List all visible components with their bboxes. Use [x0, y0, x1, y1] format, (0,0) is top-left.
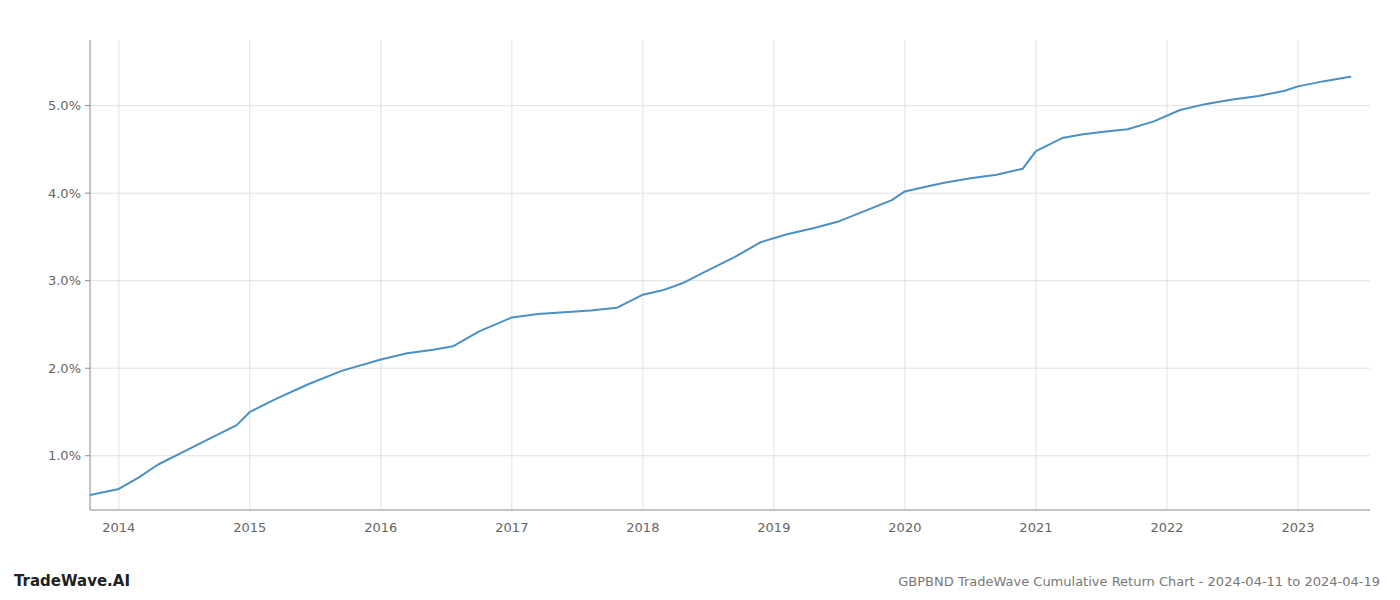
y-grid-line	[90, 368, 1370, 369]
y-grid-line	[90, 105, 1370, 106]
y-tick	[85, 455, 90, 456]
y-tick-label: 1.0%	[48, 448, 81, 463]
x-tick-label: 2016	[364, 520, 397, 535]
y-tick-label: 4.0%	[48, 186, 81, 201]
y-tick	[85, 193, 90, 194]
y-tick-label: 2.0%	[48, 361, 81, 376]
y-tick-label: 5.0%	[48, 98, 81, 113]
x-axis-line	[90, 510, 1370, 511]
x-tick-label: 2018	[626, 520, 659, 535]
title: GBPBND TradeWave Cumulative Return Chart…	[898, 574, 1380, 589]
x-grid-line	[904, 40, 905, 510]
y-grid-line	[90, 193, 1370, 194]
x-grid-line	[1035, 40, 1036, 510]
x-tick-label: 2022	[1150, 520, 1183, 535]
y-tick-label: 3.0%	[48, 273, 81, 288]
x-tick-label: 2017	[495, 520, 528, 535]
x-grid-line	[249, 40, 250, 510]
y-axis-line	[90, 40, 91, 510]
y-tick	[85, 368, 90, 369]
y-tick	[85, 280, 90, 281]
x-grid-line	[511, 40, 512, 510]
x-tick-label: 2019	[757, 520, 790, 535]
x-tick-label: 2015	[233, 520, 266, 535]
x-grid-line	[642, 40, 643, 510]
x-tick-label: 2021	[1019, 520, 1052, 535]
x-tick-label: 2014	[102, 520, 135, 535]
chart: 2014 2015 2016 2017 2018 2019 2020 2021 2022 2023…	[0, 0, 1400, 600]
y-grid-line	[90, 455, 1370, 456]
x-grid-line	[1297, 40, 1298, 510]
x-grid-line	[773, 40, 774, 510]
background	[0, 0, 1400, 600]
y-grid-line	[90, 280, 1370, 281]
y-tick	[85, 105, 90, 106]
x-tick-label: 2023	[1281, 520, 1314, 535]
x-grid-line	[1166, 40, 1167, 510]
plot-area	[90, 77, 1350, 495]
watermark: TradeWave.AI	[14, 572, 130, 590]
line	[90, 77, 1350, 495]
x-grid-line	[118, 40, 119, 510]
x-grid-line	[380, 40, 381, 510]
x-tick-label: 2020	[888, 520, 921, 535]
grid	[90, 40, 1370, 510]
axes: 2014 2015 2016 2017 2018 2019 2020 2021 2022 2023…	[48, 40, 1370, 535]
